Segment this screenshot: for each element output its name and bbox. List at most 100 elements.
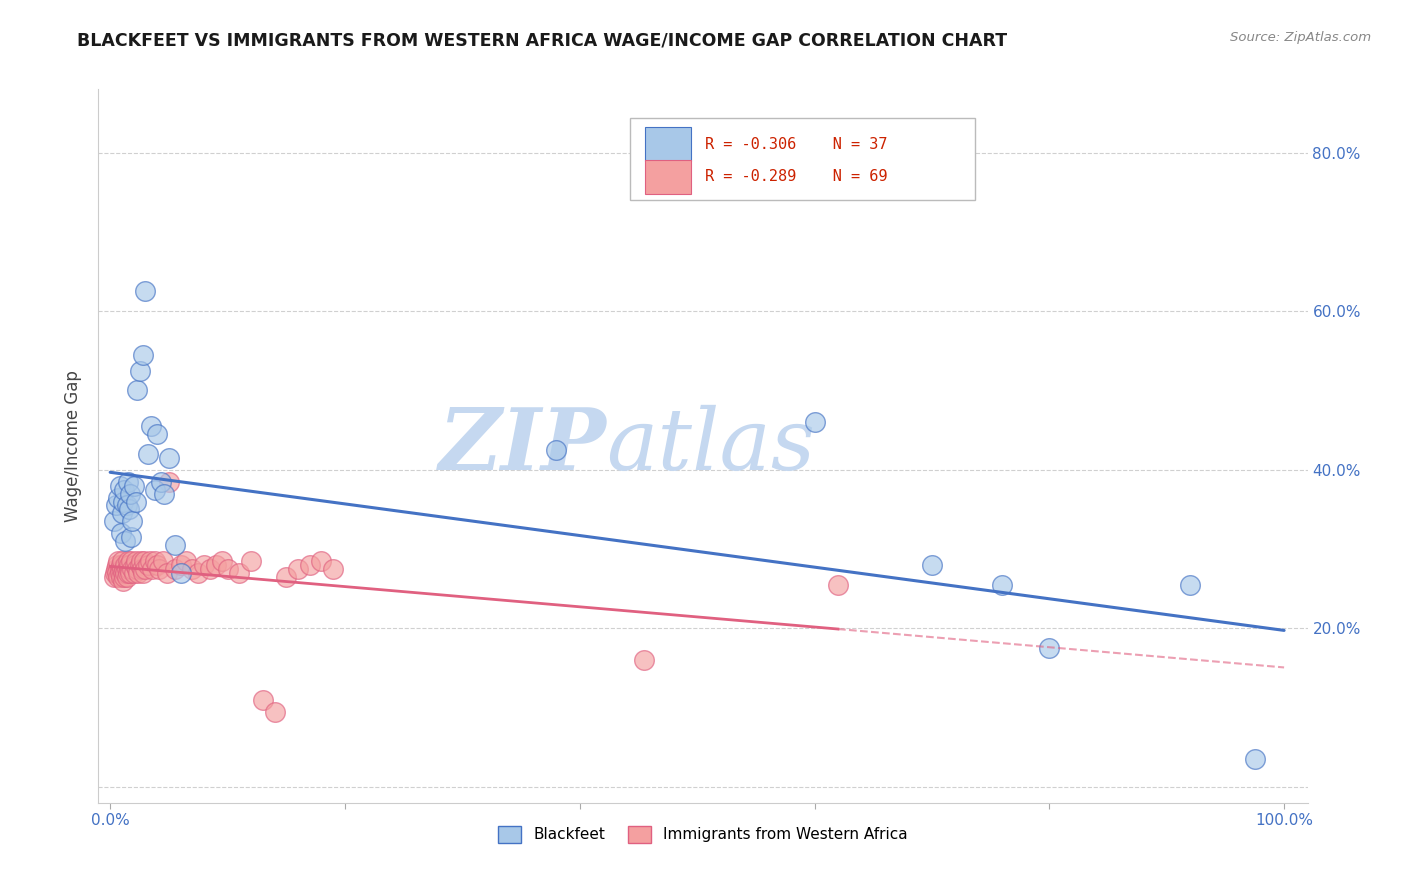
Y-axis label: Wage/Income Gap: Wage/Income Gap	[65, 370, 83, 522]
Point	[187, 566, 209, 580]
Point	[125, 554, 148, 568]
Point	[111, 507, 134, 521]
Point	[108, 478, 131, 492]
Point	[1038, 641, 1060, 656]
Point	[252, 692, 274, 706]
Point	[103, 514, 125, 528]
Point	[169, 566, 191, 580]
Point	[118, 558, 141, 572]
Point	[120, 554, 142, 568]
Point	[546, 442, 568, 457]
Point	[131, 562, 153, 576]
Point	[127, 384, 149, 398]
Point	[322, 562, 344, 576]
Point	[139, 554, 162, 568]
Text: R = -0.289    N = 69: R = -0.289 N = 69	[706, 169, 889, 185]
Point	[169, 558, 191, 572]
Point	[128, 364, 150, 378]
Point	[105, 558, 128, 572]
Text: R = -0.306    N = 37: R = -0.306 N = 37	[706, 136, 889, 152]
Point	[134, 285, 156, 299]
Point	[110, 526, 132, 541]
Point	[287, 562, 309, 576]
Point	[112, 566, 135, 580]
Point	[827, 578, 849, 592]
Point	[136, 447, 159, 461]
Point	[803, 415, 825, 429]
Point	[111, 562, 134, 576]
Point	[108, 566, 131, 580]
FancyBboxPatch shape	[630, 118, 976, 200]
Point	[298, 558, 321, 572]
Point	[105, 499, 128, 513]
Point	[181, 562, 204, 576]
Point	[176, 554, 198, 568]
Point	[114, 558, 136, 572]
Point	[134, 562, 156, 576]
Point	[136, 558, 159, 572]
Point	[155, 566, 177, 580]
Point	[112, 570, 135, 584]
Point	[193, 558, 215, 572]
Point	[107, 554, 129, 568]
Text: ZIP: ZIP	[439, 404, 606, 488]
Point	[633, 653, 655, 667]
Point	[198, 562, 221, 576]
Point	[111, 554, 134, 568]
Text: Source: ZipAtlas.com: Source: ZipAtlas.com	[1230, 31, 1371, 45]
Point	[157, 475, 180, 489]
Point	[112, 483, 135, 497]
Point	[240, 554, 263, 568]
Point	[1180, 578, 1202, 592]
Point	[228, 566, 250, 580]
Point	[141, 419, 163, 434]
Point	[117, 566, 139, 580]
Point	[125, 494, 148, 508]
FancyBboxPatch shape	[645, 160, 690, 194]
Text: atlas: atlas	[606, 405, 815, 487]
Point	[110, 558, 132, 572]
Point	[1243, 752, 1265, 766]
Point	[991, 578, 1014, 592]
Point	[204, 558, 226, 572]
Point	[146, 427, 169, 442]
Point	[127, 566, 149, 580]
Point	[141, 562, 163, 576]
Point	[112, 562, 135, 576]
Point	[117, 554, 139, 568]
Point	[263, 705, 285, 719]
Point	[112, 574, 135, 588]
Point	[128, 558, 150, 572]
Point	[121, 562, 143, 576]
Point	[311, 554, 333, 568]
Point	[148, 562, 170, 576]
Point	[105, 566, 128, 580]
FancyBboxPatch shape	[645, 127, 690, 161]
Legend: Blackfeet, Immigrants from Western Africa: Blackfeet, Immigrants from Western Afric…	[492, 820, 914, 848]
Point	[124, 558, 146, 572]
Point	[108, 562, 131, 576]
Point	[118, 562, 141, 576]
Point	[122, 478, 145, 492]
Point	[127, 562, 149, 576]
Point	[122, 566, 145, 580]
Point	[146, 558, 169, 572]
Point	[152, 554, 174, 568]
Point	[121, 514, 143, 528]
Point	[118, 502, 141, 516]
Point	[107, 570, 129, 584]
Point	[120, 486, 142, 500]
Point	[132, 566, 155, 580]
Point	[115, 570, 138, 584]
Point	[217, 562, 239, 576]
Point	[921, 558, 943, 572]
Point	[115, 562, 138, 576]
Point	[105, 562, 128, 576]
Point	[103, 570, 125, 584]
Point	[110, 570, 132, 584]
Point	[107, 491, 129, 505]
Point	[104, 566, 127, 580]
Point	[112, 494, 135, 508]
Point	[114, 566, 136, 580]
Point	[114, 534, 136, 549]
